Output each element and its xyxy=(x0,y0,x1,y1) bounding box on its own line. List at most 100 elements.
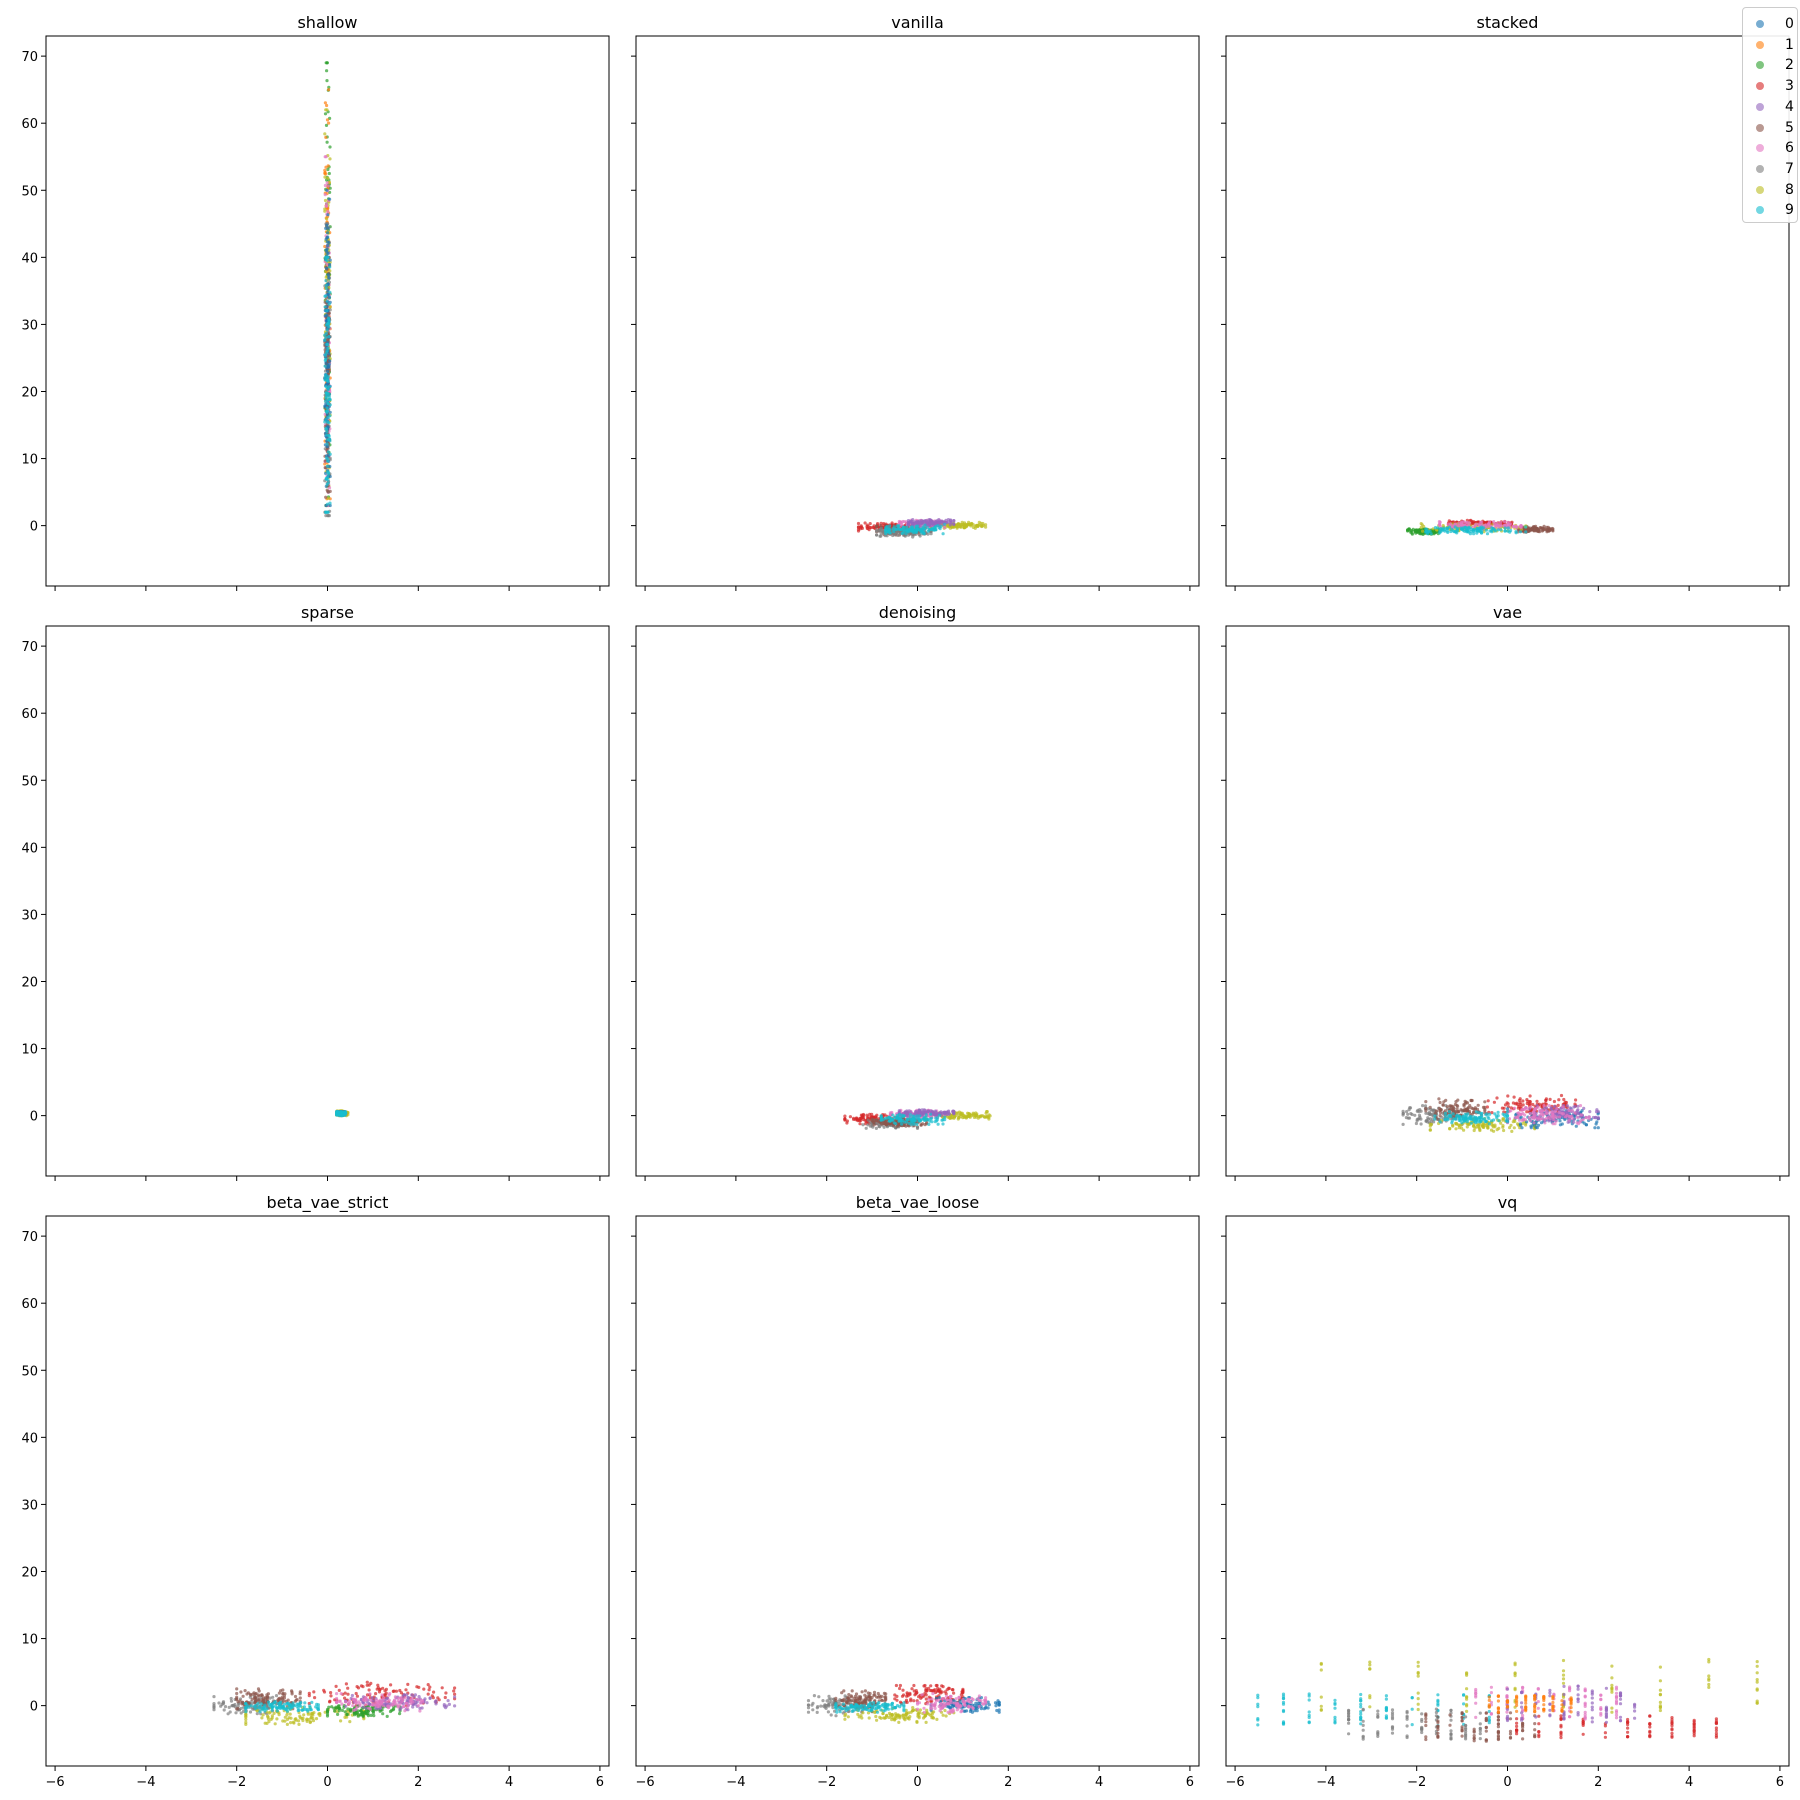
point-class-6 xyxy=(1557,1110,1561,1114)
point-class-3 xyxy=(398,1688,402,1693)
y-tick-label: 50 xyxy=(21,184,38,199)
point-class-9 xyxy=(325,464,329,468)
y-tick-label: 40 xyxy=(21,841,38,856)
point-class-9 xyxy=(941,1122,945,1126)
point-class-3 xyxy=(443,1695,447,1700)
point-class-8 xyxy=(1512,1126,1516,1130)
point-class-5 xyxy=(290,1689,294,1693)
point-class-8 xyxy=(1472,1128,1476,1133)
point-class-2 xyxy=(327,85,331,89)
point-class-0 xyxy=(328,410,332,414)
point-class-7 xyxy=(217,1701,221,1705)
point-class-1 xyxy=(323,101,327,105)
point-class-6 xyxy=(1560,1111,1564,1116)
point-class-6 xyxy=(324,202,329,206)
point-class-0 xyxy=(325,313,329,317)
point-class-3 xyxy=(864,1122,868,1126)
point-class-9 xyxy=(927,528,931,532)
point-class-6 xyxy=(1479,520,1483,524)
point-class-9 xyxy=(888,524,892,528)
point-class-9 xyxy=(1493,529,1497,533)
point-class-8 xyxy=(302,1713,306,1717)
point-class-9 xyxy=(1433,526,1438,530)
point-class-4 xyxy=(928,521,932,525)
point-class-9 xyxy=(326,342,330,347)
point-class-6 xyxy=(1532,1121,1536,1125)
point-class-9 xyxy=(1482,526,1486,530)
point-class-7 xyxy=(1408,1106,1413,1110)
point-class-0 xyxy=(328,503,332,508)
point-class-4 xyxy=(1591,1115,1596,1120)
point-class-8 xyxy=(307,1718,311,1722)
axes-frame xyxy=(1225,35,1790,587)
subplot-title: shallow xyxy=(297,13,357,32)
point-class-0 xyxy=(326,226,330,230)
point-class-5 xyxy=(238,1699,242,1703)
point-class-3 xyxy=(1574,1098,1578,1102)
y-tick-label: 50 xyxy=(21,774,38,789)
point-class-9 xyxy=(324,477,329,481)
point-class-4 xyxy=(1573,1104,1577,1108)
point-class-8 xyxy=(1465,1125,1469,1129)
point-class-9 xyxy=(328,290,332,294)
point-class-6 xyxy=(1539,1112,1544,1116)
point-class-3 xyxy=(322,1688,326,1692)
point-class-9 xyxy=(323,333,327,337)
point-class-8 xyxy=(1419,525,1423,530)
point-class-4 xyxy=(1582,1106,1586,1110)
point-class-3 xyxy=(858,1122,862,1126)
point-class-3 xyxy=(872,524,876,528)
point-class-5 xyxy=(266,1692,270,1696)
point-class-9 xyxy=(1475,527,1479,532)
point-class-5 xyxy=(281,1688,285,1692)
point-class-3 xyxy=(856,529,861,533)
subplot-title: beta_vae_strict xyxy=(267,1193,389,1213)
point-class-7 xyxy=(1406,1112,1410,1116)
point-class-9 xyxy=(916,524,920,528)
point-class-0 xyxy=(328,262,332,267)
point-class-3 xyxy=(374,1692,378,1696)
point-class-9 xyxy=(927,1122,931,1126)
point-class-2 xyxy=(323,112,328,116)
subplot-denoising: denoising xyxy=(631,603,1200,1181)
point-class-6 xyxy=(1543,1121,1547,1125)
point-class-6 xyxy=(1464,521,1468,525)
point-class-9 xyxy=(1438,1120,1442,1124)
point-class-8 xyxy=(1497,1126,1501,1130)
point-class-3 xyxy=(389,1683,393,1687)
point-class-7 xyxy=(255,1712,259,1716)
point-class-5 xyxy=(1530,527,1534,532)
point-class-5 xyxy=(1483,1100,1487,1104)
point-class-9 xyxy=(325,349,329,353)
point-class-9 xyxy=(1433,1114,1437,1118)
point-class-9 xyxy=(326,316,330,320)
point-class-9 xyxy=(1472,528,1476,532)
point-class-4 xyxy=(1596,1110,1600,1114)
point-class-2 xyxy=(1409,530,1413,534)
point-class-9 xyxy=(904,1120,909,1124)
point-class-9 xyxy=(328,501,332,505)
point-class-6 xyxy=(1570,1108,1574,1112)
point-class-5 xyxy=(919,1123,923,1127)
point-class-2 xyxy=(1414,531,1418,535)
point-class-9 xyxy=(1491,527,1495,531)
point-class-5 xyxy=(880,1122,884,1126)
point-class-6 xyxy=(1507,522,1511,527)
point-class-7 xyxy=(248,1710,253,1714)
point-class-9 xyxy=(1480,1117,1484,1121)
point-class-6 xyxy=(1565,1113,1569,1117)
point-class-9 xyxy=(1483,1117,1487,1121)
point-class-9 xyxy=(328,437,332,441)
y-tick-label: 30 xyxy=(21,318,38,333)
point-class-9 xyxy=(905,528,909,532)
point-class-9 xyxy=(1479,1112,1483,1116)
point-class-9 xyxy=(1454,1114,1459,1118)
point-class-8 xyxy=(1454,1127,1458,1131)
point-class-8 xyxy=(985,1115,989,1119)
point-class-3 xyxy=(1447,519,1451,523)
point-class-7 xyxy=(274,1694,279,1698)
point-class-5 xyxy=(1547,529,1551,533)
point-class-8 xyxy=(1477,1123,1481,1127)
point-class-9 xyxy=(1488,529,1492,533)
point-class-6 xyxy=(1516,1115,1520,1120)
